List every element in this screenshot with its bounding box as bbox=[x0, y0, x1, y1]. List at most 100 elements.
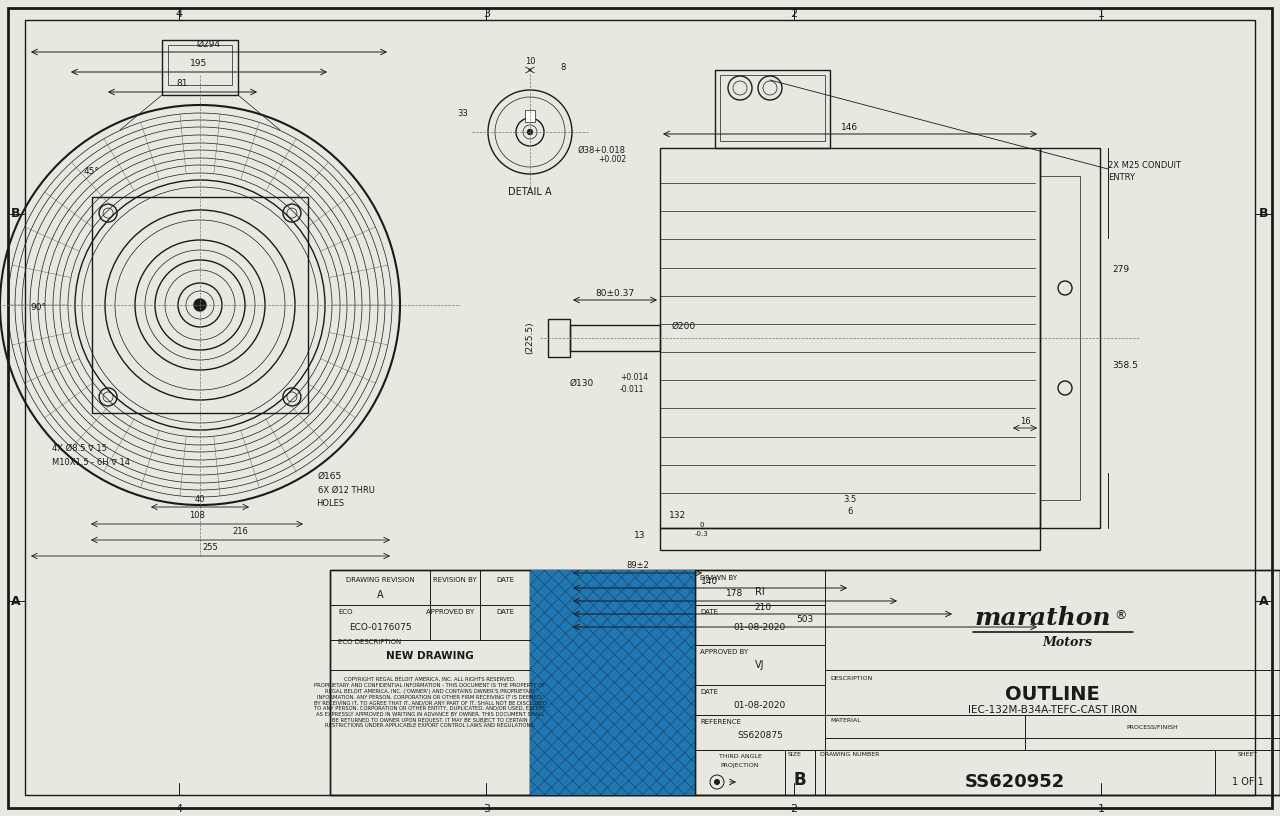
Bar bbox=[660, 528, 1039, 550]
Text: DATE: DATE bbox=[700, 609, 718, 615]
Text: +0.014: +0.014 bbox=[620, 374, 648, 383]
Text: 01-08-2020: 01-08-2020 bbox=[733, 700, 786, 709]
Bar bbox=[660, 148, 1039, 528]
Text: DATE: DATE bbox=[497, 609, 515, 615]
Text: ENTRY: ENTRY bbox=[1108, 172, 1135, 181]
Text: 3.5: 3.5 bbox=[844, 495, 856, 504]
Text: 45°: 45° bbox=[84, 167, 100, 176]
Text: 4X Ø8.5 ∇ 15: 4X Ø8.5 ∇ 15 bbox=[52, 444, 106, 453]
Bar bbox=[548, 319, 570, 357]
Text: ECO DESCRIPTION: ECO DESCRIPTION bbox=[338, 639, 401, 645]
Text: B: B bbox=[794, 771, 806, 789]
Text: RI: RI bbox=[755, 587, 765, 597]
Text: 140: 140 bbox=[701, 576, 718, 586]
Text: IEC-132M-B34A-TEFC-CAST IRON: IEC-132M-B34A-TEFC-CAST IRON bbox=[968, 705, 1137, 715]
Text: 90°: 90° bbox=[29, 304, 46, 313]
Text: 13: 13 bbox=[635, 531, 645, 540]
Bar bbox=[570, 325, 660, 351]
Bar bbox=[168, 45, 232, 85]
Text: HOLES: HOLES bbox=[316, 499, 344, 508]
Text: 0: 0 bbox=[700, 522, 704, 528]
Bar bbox=[530, 570, 695, 795]
Text: 89±2: 89±2 bbox=[626, 561, 649, 570]
Text: MATERIAL: MATERIAL bbox=[829, 717, 860, 722]
Text: ECO: ECO bbox=[338, 609, 352, 615]
Text: 3: 3 bbox=[483, 9, 490, 19]
Text: 132: 132 bbox=[669, 512, 686, 521]
Text: 80±0.37: 80±0.37 bbox=[595, 289, 635, 298]
Text: 279: 279 bbox=[1112, 265, 1129, 274]
Text: DATE: DATE bbox=[700, 689, 718, 695]
Text: 210: 210 bbox=[754, 602, 771, 611]
Text: APPROVED BY: APPROVED BY bbox=[426, 609, 474, 615]
Bar bbox=[525, 110, 535, 122]
Text: PROJECTION: PROJECTION bbox=[721, 764, 759, 769]
Text: 16: 16 bbox=[1020, 416, 1030, 425]
Text: DRAWING REVISION: DRAWING REVISION bbox=[346, 577, 415, 583]
Text: 1 OF 1: 1 OF 1 bbox=[1231, 777, 1263, 787]
Circle shape bbox=[714, 779, 719, 784]
Text: SS620952: SS620952 bbox=[965, 773, 1065, 791]
Text: 195: 195 bbox=[191, 60, 207, 69]
Text: +0.002: +0.002 bbox=[598, 156, 626, 165]
Bar bbox=[719, 75, 826, 141]
Text: Ø38+0.018: Ø38+0.018 bbox=[579, 145, 626, 154]
Text: REVISION BY: REVISION BY bbox=[433, 577, 477, 583]
Text: Ø294: Ø294 bbox=[197, 39, 221, 48]
Text: DATE: DATE bbox=[497, 577, 515, 583]
Bar bbox=[92, 197, 308, 413]
Text: 8: 8 bbox=[561, 63, 566, 72]
Text: A: A bbox=[376, 590, 383, 600]
Text: 1: 1 bbox=[1098, 804, 1105, 814]
Text: M10X1.5 - 6H ∇ 14: M10X1.5 - 6H ∇ 14 bbox=[52, 458, 131, 467]
Text: 10: 10 bbox=[525, 57, 535, 66]
Bar bbox=[716, 70, 829, 148]
Text: 2: 2 bbox=[790, 9, 797, 19]
Text: 178: 178 bbox=[726, 589, 744, 598]
Text: 01-08-2020: 01-08-2020 bbox=[733, 623, 786, 632]
Text: B: B bbox=[1260, 207, 1268, 220]
Bar bbox=[530, 570, 695, 795]
Text: 255: 255 bbox=[202, 543, 219, 552]
Text: 1: 1 bbox=[1098, 9, 1105, 19]
Text: DRAWN BY: DRAWN BY bbox=[700, 575, 737, 581]
Text: 4: 4 bbox=[175, 804, 182, 814]
Text: A: A bbox=[12, 595, 20, 608]
Bar bbox=[1039, 148, 1100, 528]
Text: 503: 503 bbox=[796, 615, 814, 624]
Text: DESCRIPTION: DESCRIPTION bbox=[829, 676, 872, 681]
Text: 146: 146 bbox=[841, 122, 859, 131]
Text: PROCESS/FINISH: PROCESS/FINISH bbox=[1126, 725, 1179, 730]
Bar bbox=[330, 570, 1280, 795]
Text: Ø200: Ø200 bbox=[672, 322, 696, 330]
Text: DETAIL A: DETAIL A bbox=[508, 187, 552, 197]
Text: -0.011: -0.011 bbox=[620, 385, 644, 394]
Text: -0.3: -0.3 bbox=[695, 531, 709, 537]
Text: REFERENCE: REFERENCE bbox=[700, 719, 741, 725]
Text: 3: 3 bbox=[483, 804, 490, 814]
Text: 6: 6 bbox=[847, 508, 852, 517]
Text: 81: 81 bbox=[177, 79, 188, 88]
Text: DRAWING NUMBER: DRAWING NUMBER bbox=[820, 752, 879, 757]
Text: 216: 216 bbox=[233, 527, 248, 536]
Text: COPYRIGHT REGAL BELOIT AMERICA, INC. ALL RIGHTS RESERVED.
PROPRIETARY AND CONFID: COPYRIGHT REGAL BELOIT AMERICA, INC. ALL… bbox=[314, 677, 547, 729]
Text: 358.5: 358.5 bbox=[1112, 361, 1138, 370]
Text: OUTLINE: OUTLINE bbox=[1005, 685, 1100, 704]
Text: ECO-0176075: ECO-0176075 bbox=[348, 623, 411, 632]
Text: B: B bbox=[12, 207, 20, 220]
Bar bbox=[163, 40, 238, 95]
Text: 2X M25 CONDUIT: 2X M25 CONDUIT bbox=[1108, 162, 1181, 171]
Bar bbox=[695, 570, 1280, 795]
Text: 4: 4 bbox=[175, 9, 182, 19]
Text: marathon: marathon bbox=[974, 606, 1111, 630]
Text: 40: 40 bbox=[195, 494, 205, 503]
Text: SS620875: SS620875 bbox=[737, 731, 783, 740]
Text: 6X Ø12 THRU: 6X Ø12 THRU bbox=[317, 486, 375, 494]
Text: VJ: VJ bbox=[755, 660, 764, 670]
Text: THIRD ANGLE: THIRD ANGLE bbox=[718, 755, 762, 760]
Text: ®: ® bbox=[1115, 610, 1126, 623]
Circle shape bbox=[527, 130, 532, 135]
Bar bbox=[1039, 176, 1080, 500]
Text: APPROVED BY: APPROVED BY bbox=[700, 649, 749, 655]
Text: SIZE: SIZE bbox=[788, 752, 801, 757]
